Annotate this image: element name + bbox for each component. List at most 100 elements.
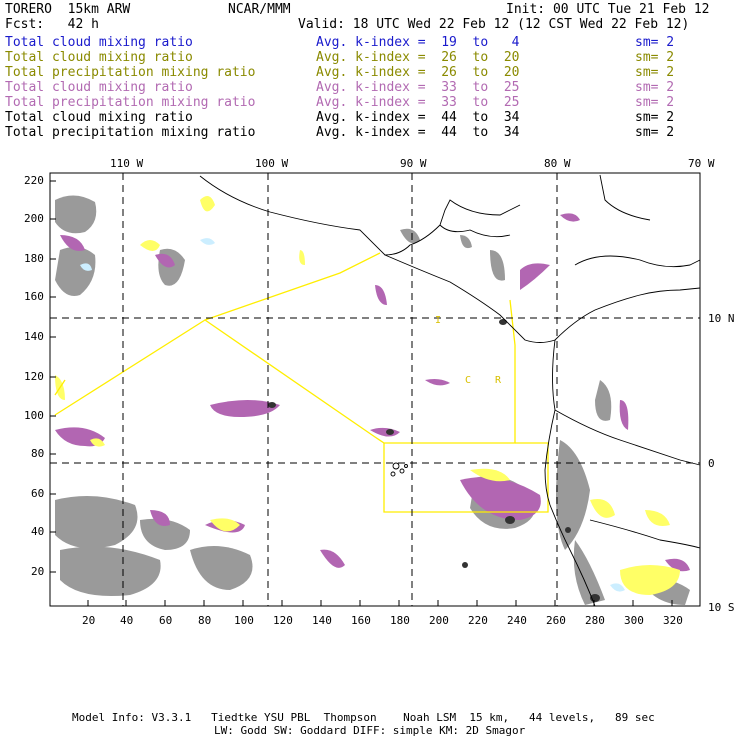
cloud-patch xyxy=(60,546,161,596)
island xyxy=(390,471,396,477)
x-label: 280 xyxy=(585,614,605,627)
legend-kindex: Avg. k-index = 26 to 20 xyxy=(316,50,520,65)
physics-info: LW: Godd SW: Goddard DIFF: simple KM: 2D… xyxy=(214,724,526,737)
cloud-purple-layer xyxy=(55,213,690,572)
y-label: 100 xyxy=(24,409,44,422)
org-label: NCAR/MMM xyxy=(228,2,291,17)
lat-label: 10 S xyxy=(708,601,735,614)
cloud-patch xyxy=(320,549,345,568)
region-label-c: C xyxy=(465,375,471,386)
cloud-patch xyxy=(55,195,97,234)
coastline xyxy=(384,254,701,343)
cloud-yellow-layer xyxy=(55,196,680,595)
x-label: 100 xyxy=(234,614,254,627)
axis-ticks xyxy=(50,180,673,606)
cloud-patch xyxy=(80,263,92,271)
cloud-core xyxy=(499,319,507,325)
legend-name: Total cloud mixing ratio xyxy=(5,50,193,65)
cloud-patch xyxy=(299,250,305,265)
y-label: 60 xyxy=(31,487,45,500)
y-label: 120 xyxy=(24,370,44,383)
y-label: 200 xyxy=(24,212,44,225)
lon-label: 100 W xyxy=(255,157,289,170)
coastline xyxy=(574,255,701,268)
lat-label: 10 N xyxy=(708,312,735,325)
island xyxy=(404,464,408,468)
cloud-patch xyxy=(460,235,472,249)
x-label: 200 xyxy=(429,614,449,627)
y-label: 140 xyxy=(24,330,44,343)
x-label: 220 xyxy=(468,614,488,627)
region-label-r: R xyxy=(495,375,502,386)
x-label: 80 xyxy=(198,614,212,627)
model-title: TORERO 15km ARW xyxy=(5,2,131,17)
cloud-patch xyxy=(140,240,160,251)
x-label: 60 xyxy=(159,614,173,627)
legend-name: Total precipitation mixing ratio xyxy=(5,125,256,140)
y-label: 220 xyxy=(24,174,44,187)
graticule xyxy=(50,173,700,606)
lon-label: 110 W xyxy=(110,157,144,170)
valid-time: Valid: 18 UTC Wed 22 Feb 12 (12 CST Wed … xyxy=(298,17,690,32)
model-info: Model Info: V3.3.1 Tiedtke YSU PBL Thomp… xyxy=(72,711,655,724)
lat-label: 0 xyxy=(708,457,715,470)
init-time: Init: 00 UTC Tue 21 Feb 12 xyxy=(506,2,710,17)
legend-sm: sm= 2 xyxy=(635,80,675,95)
cloud-patch xyxy=(210,400,280,417)
cloud-patch xyxy=(90,438,105,447)
cloud-patch xyxy=(619,400,629,430)
cloud-patch xyxy=(155,253,175,268)
cloud-patch xyxy=(573,540,605,605)
region-labels: C R I xyxy=(435,315,502,386)
cloud-patch xyxy=(590,499,615,518)
cloud-patch xyxy=(665,558,690,572)
cloud-patch xyxy=(400,228,420,244)
cloud-patch xyxy=(200,196,215,212)
cloud-core xyxy=(268,402,276,408)
cloud-cyan-layer xyxy=(80,238,625,592)
boundary-lines xyxy=(54,252,549,513)
legend-name: Total precipitation mixing ratio xyxy=(5,95,256,110)
cloud-patch xyxy=(55,496,138,549)
coastline xyxy=(439,224,511,238)
cloud-patch xyxy=(595,380,612,421)
x-label: 320 xyxy=(663,614,683,627)
boundary-line xyxy=(204,252,381,321)
cloud-core xyxy=(505,516,515,524)
lon-label: 70 W xyxy=(688,157,715,170)
cloud-patch xyxy=(470,468,510,482)
x-label: 20 xyxy=(82,614,96,627)
coastline xyxy=(554,409,701,466)
cloud-patch xyxy=(60,235,85,251)
island xyxy=(392,462,400,470)
cloud-core xyxy=(565,527,571,533)
cloud-patch xyxy=(520,263,550,290)
cloud-patch xyxy=(610,583,625,592)
x-label: 240 xyxy=(507,614,527,627)
cloud-core xyxy=(386,429,394,435)
x-label: 140 xyxy=(312,614,332,627)
x-label: 160 xyxy=(351,614,371,627)
legend-name: Total cloud mixing ratio xyxy=(5,110,193,125)
x-label: 300 xyxy=(624,614,644,627)
x-label: 40 xyxy=(120,614,134,627)
legend-sm: sm= 2 xyxy=(635,125,675,140)
cloud-patch xyxy=(556,440,590,550)
cloud-patch xyxy=(620,565,680,595)
lon-label: 80 W xyxy=(544,157,571,170)
region-label-i: I xyxy=(435,315,441,326)
legend-name: Total cloud mixing ratio xyxy=(5,35,193,50)
cloud-patch xyxy=(375,285,387,305)
legend-sm: sm= 2 xyxy=(635,95,675,110)
cloud-patch xyxy=(140,518,190,550)
y-label: 40 xyxy=(31,525,45,538)
y-label: 160 xyxy=(24,290,44,303)
y-label: 80 xyxy=(31,447,45,460)
cloud-patch xyxy=(150,510,170,526)
coastline xyxy=(599,174,651,221)
legend-kindex: Avg. k-index = 44 to 34 xyxy=(316,125,520,140)
cloud-patch xyxy=(490,250,505,281)
legend-kindex: Avg. k-index = 44 to 34 xyxy=(316,110,520,125)
coastline xyxy=(544,339,596,607)
